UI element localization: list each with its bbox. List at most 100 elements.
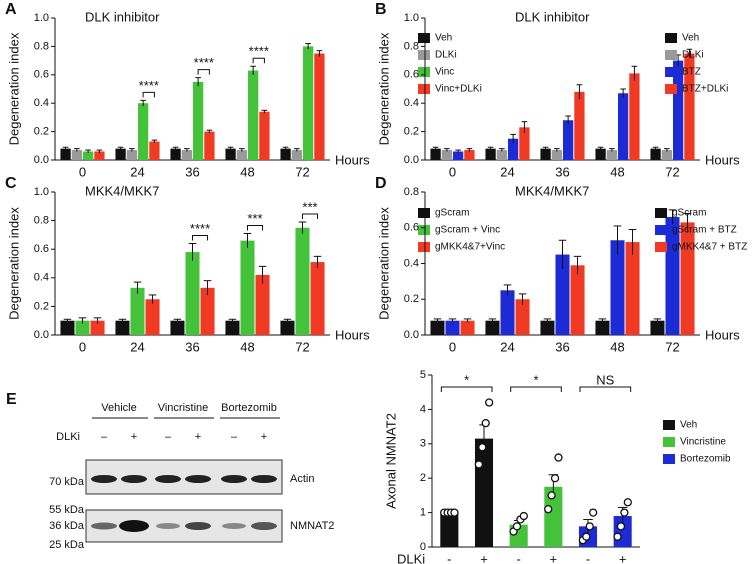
y-tick-label: 3: [420, 438, 426, 450]
bar: [430, 148, 441, 160]
data-point: [613, 532, 622, 541]
data-point: [450, 508, 459, 517]
x-tick-label: -: [447, 551, 451, 564]
bar: [460, 320, 475, 335]
x-tick-label: 48: [240, 339, 254, 354]
bar: [570, 265, 585, 335]
x-tick-label: 72: [665, 339, 679, 354]
marker-label: 55 kDa: [49, 504, 85, 516]
lane-label: –: [101, 431, 108, 443]
x-tick-label: 72: [665, 164, 679, 179]
x-axis-label: Hours: [335, 327, 370, 342]
bar: [684, 53, 695, 160]
y-axis-label: Degeneration index: [376, 32, 391, 145]
bar: [71, 150, 82, 160]
bar: [75, 320, 90, 335]
bar: [225, 320, 240, 335]
x-tick-label: 0: [449, 339, 456, 354]
lane-label: +: [195, 431, 201, 443]
legend-label: gMKK4&7+Vinc: [435, 242, 505, 253]
bar: [83, 151, 94, 160]
bar: [485, 320, 500, 335]
bar: [625, 242, 640, 335]
band-label: Actin: [290, 473, 314, 485]
chart-title: MKK4/MKK7: [515, 183, 589, 198]
bar: [595, 320, 610, 335]
y-tick-label: 0.6: [34, 69, 49, 81]
x-axis-label: Hours: [705, 152, 740, 167]
legend-label: Veh: [680, 420, 697, 431]
legend-swatch: [665, 84, 677, 94]
data-point: [588, 508, 598, 517]
bar: [485, 148, 496, 160]
bar: [606, 150, 617, 160]
y-tick-label: 1: [420, 507, 426, 519]
y-tick-label: 0.6: [404, 222, 419, 234]
bar: [496, 150, 507, 160]
bar: [225, 148, 236, 160]
chart-title: MKK4/MKK7: [85, 183, 159, 198]
y-tick-label: 0.6: [34, 243, 49, 255]
legend-swatch: [665, 33, 677, 43]
y-tick-label: 2: [420, 472, 426, 484]
bar: [540, 148, 551, 160]
x-tick-label: 48: [240, 164, 254, 179]
y-tick-label: 0.8: [404, 40, 419, 52]
bar: [291, 150, 302, 160]
bar: [563, 120, 574, 160]
bar: [474, 438, 494, 547]
data-point: [512, 522, 522, 531]
group-label: Vincristine: [158, 402, 209, 414]
y-tick-label: 0.4: [404, 97, 419, 109]
data-point: [519, 511, 528, 521]
y-tick-label: 0.8: [34, 215, 49, 227]
x-tick-label: 24: [500, 339, 514, 354]
x-tick-label: +: [480, 551, 488, 564]
panel-letter: A: [5, 1, 17, 18]
bar: [90, 320, 105, 335]
bar: [430, 320, 445, 335]
x-tick-label: 36: [185, 164, 199, 179]
legend-label: Bortezomib: [680, 454, 731, 465]
legend-label: Veh: [435, 33, 452, 44]
y-tick-label: 4: [420, 403, 426, 415]
significance-bracket: [192, 234, 209, 241]
x-tick-label: 36: [555, 339, 569, 354]
legend-swatch: [655, 208, 667, 218]
legend-swatch: [655, 242, 667, 252]
bar: [464, 150, 475, 160]
legend-label: gScram: [435, 208, 469, 219]
bar: [181, 150, 192, 160]
bar: [618, 93, 629, 160]
legend-label: BTZ: [682, 67, 701, 78]
y-tick-label: 0.0: [34, 154, 49, 166]
legend-swatch: [418, 67, 430, 77]
bar: [519, 127, 530, 160]
bar: [259, 111, 270, 160]
legend-label: Veh: [682, 33, 699, 44]
legend-label: BTZ+DLKi: [682, 84, 728, 95]
data-point: [547, 491, 556, 500]
x-tick-label: 24: [500, 164, 514, 179]
bar: [453, 151, 464, 160]
y-tick-label: 1.0: [34, 12, 49, 24]
bar: [60, 320, 75, 335]
y-tick-label: 0.4: [34, 272, 49, 284]
y-tick-label: 0.4: [404, 257, 419, 269]
lane-label: –: [231, 431, 238, 443]
x-tick-label: 36: [185, 339, 199, 354]
y-tick-label: 1.0: [404, 12, 419, 24]
significance-label: *: [533, 372, 538, 387]
bar: [661, 150, 672, 160]
legend-swatch: [418, 33, 430, 43]
x-tick-label: 48: [610, 164, 624, 179]
x-tick-label: 0: [79, 339, 86, 354]
y-tick-label: 0.8: [34, 40, 49, 52]
legend-swatch: [418, 225, 430, 235]
bar: [595, 148, 606, 160]
bar: [650, 320, 665, 335]
y-tick-label: 0.6: [404, 69, 419, 81]
chart-title: DLK inhibitor: [85, 9, 160, 24]
lane-label: –: [165, 431, 172, 443]
legend-label: Vinc+DLKi: [435, 84, 482, 95]
